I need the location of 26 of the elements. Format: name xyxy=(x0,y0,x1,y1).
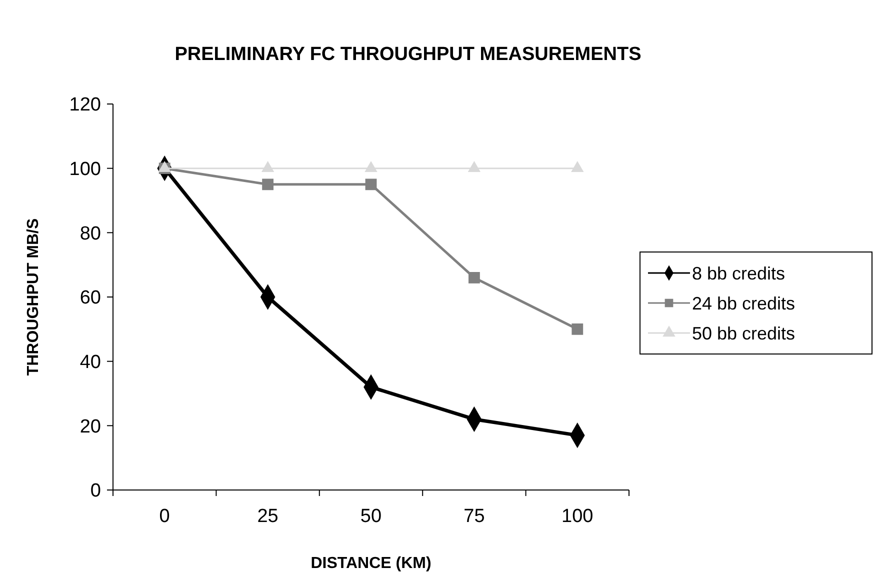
x-tick-label: 25 xyxy=(257,506,278,527)
y-tick-label: 120 xyxy=(69,94,101,116)
x-tick-label: 0 xyxy=(159,506,170,527)
point xyxy=(468,160,481,172)
x-tick-label: 100 xyxy=(562,506,594,527)
point xyxy=(364,160,378,172)
x-tick-label: 75 xyxy=(464,506,485,527)
point xyxy=(468,272,480,284)
legend-label: 24 bb credits xyxy=(692,293,796,314)
x-axis-title: DISTANCE (KM) xyxy=(310,555,432,572)
y-tick-label: 0 xyxy=(90,480,101,502)
y-axis-title: THROUGHPUT MB/S xyxy=(25,218,42,376)
y-tick-label: 20 xyxy=(80,416,101,438)
point xyxy=(261,160,274,172)
point xyxy=(571,160,584,172)
y-tick-label: 60 xyxy=(80,288,101,309)
point xyxy=(572,323,584,335)
chart-title: PRELIMINARY FC THROUGHPUT MEASUREMENTS xyxy=(174,44,642,65)
y-tick-label: 100 xyxy=(69,158,101,180)
x-tick-label: 50 xyxy=(360,506,382,527)
y-tick-label: 40 xyxy=(80,352,101,373)
y-tick-label: 80 xyxy=(80,223,101,244)
point xyxy=(365,178,377,190)
legend-label: 50 bb credits xyxy=(692,323,796,344)
point xyxy=(262,178,274,190)
legend-label: 8 bb credits xyxy=(692,263,786,284)
